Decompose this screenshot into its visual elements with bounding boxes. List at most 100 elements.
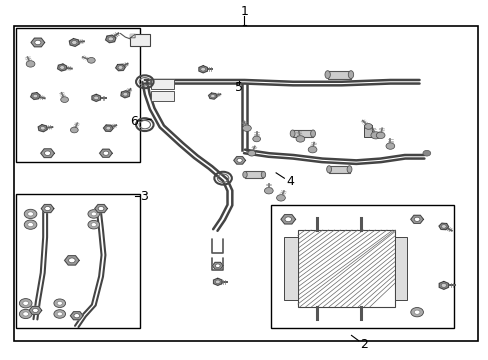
Bar [14, 26, 477, 341]
Bar [328, 166, 349, 173]
Circle shape [385, 143, 394, 149]
Bar [16, 194, 140, 328]
Polygon shape [410, 215, 423, 223]
Circle shape [61, 97, 68, 103]
Text: 4: 4 [286, 175, 294, 188]
Circle shape [33, 94, 38, 98]
Ellipse shape [289, 130, 294, 137]
Circle shape [410, 307, 423, 317]
Circle shape [44, 207, 50, 211]
Circle shape [295, 136, 304, 142]
Bar [284, 237, 297, 300]
Circle shape [54, 299, 65, 307]
Text: 2: 2 [359, 338, 367, 351]
Polygon shape [95, 204, 107, 213]
Polygon shape [64, 256, 79, 265]
Bar [244, 171, 263, 178]
Polygon shape [208, 93, 217, 99]
Circle shape [26, 61, 35, 67]
Bar [327, 71, 350, 78]
Circle shape [215, 264, 220, 267]
Circle shape [215, 280, 220, 284]
Polygon shape [100, 149, 112, 157]
Polygon shape [438, 223, 448, 230]
Circle shape [57, 312, 62, 316]
Bar [130, 34, 149, 46]
Bar [292, 130, 312, 137]
Polygon shape [31, 38, 44, 47]
Text: 3: 3 [140, 190, 147, 203]
Polygon shape [31, 93, 40, 99]
Circle shape [242, 125, 251, 131]
Circle shape [24, 220, 37, 229]
Circle shape [441, 225, 446, 228]
Text: 1: 1 [240, 5, 248, 18]
Circle shape [210, 94, 215, 98]
Polygon shape [70, 312, 83, 320]
Polygon shape [58, 64, 66, 71]
Circle shape [28, 222, 33, 227]
Text: 6: 6 [129, 114, 137, 127]
Circle shape [72, 41, 77, 44]
Polygon shape [41, 149, 54, 158]
Circle shape [40, 126, 45, 130]
Circle shape [88, 210, 100, 218]
Circle shape [68, 258, 75, 263]
Circle shape [106, 126, 111, 130]
Polygon shape [212, 262, 223, 269]
Circle shape [108, 37, 113, 41]
Polygon shape [281, 215, 295, 224]
Polygon shape [41, 204, 54, 213]
Circle shape [28, 212, 33, 216]
Polygon shape [438, 282, 447, 289]
Circle shape [33, 308, 38, 312]
Circle shape [370, 132, 380, 139]
Circle shape [24, 209, 37, 219]
Circle shape [237, 158, 242, 162]
Circle shape [44, 151, 51, 156]
Polygon shape [199, 66, 207, 73]
Circle shape [94, 96, 99, 100]
Circle shape [74, 314, 80, 318]
Circle shape [413, 217, 419, 221]
Circle shape [201, 67, 205, 71]
Polygon shape [105, 35, 116, 43]
Circle shape [23, 301, 28, 305]
Circle shape [264, 188, 273, 194]
Circle shape [247, 150, 255, 156]
Polygon shape [69, 39, 79, 46]
Circle shape [422, 150, 430, 156]
Circle shape [88, 220, 100, 229]
Polygon shape [233, 157, 245, 164]
Polygon shape [92, 94, 100, 102]
Circle shape [54, 310, 65, 318]
Circle shape [20, 309, 32, 319]
Circle shape [23, 312, 28, 316]
Circle shape [87, 58, 95, 63]
Polygon shape [116, 64, 125, 71]
Ellipse shape [310, 130, 315, 137]
Circle shape [20, 298, 32, 308]
Circle shape [413, 310, 419, 314]
Circle shape [91, 212, 96, 216]
Bar [363, 125, 372, 137]
Circle shape [440, 283, 446, 287]
Circle shape [375, 132, 384, 139]
Circle shape [118, 66, 122, 69]
Circle shape [307, 147, 316, 153]
Circle shape [98, 207, 103, 211]
Bar [271, 205, 453, 328]
Circle shape [60, 66, 64, 69]
Ellipse shape [243, 171, 246, 178]
Polygon shape [130, 34, 135, 38]
Ellipse shape [347, 71, 353, 78]
Bar [151, 79, 174, 89]
Polygon shape [29, 306, 41, 314]
Circle shape [122, 93, 127, 96]
Polygon shape [213, 278, 222, 285]
Circle shape [91, 223, 96, 226]
Circle shape [364, 123, 372, 129]
Polygon shape [38, 125, 47, 132]
Circle shape [285, 217, 291, 222]
Ellipse shape [261, 171, 265, 178]
